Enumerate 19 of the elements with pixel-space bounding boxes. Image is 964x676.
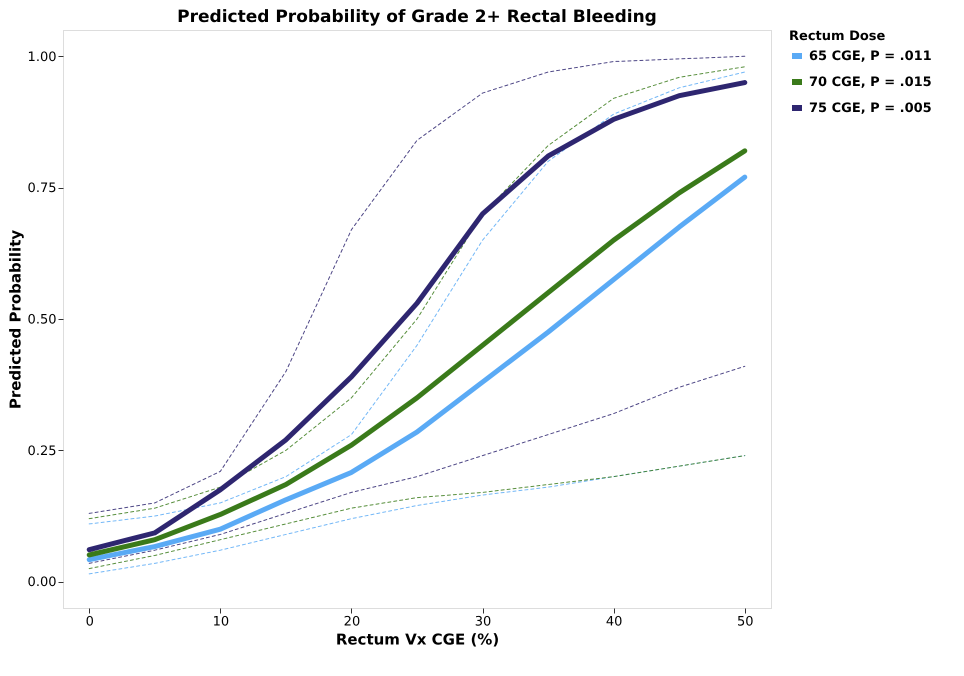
x-tick-label: 30: [474, 614, 492, 630]
y-tick-label: 0.25: [28, 444, 56, 459]
line-series: [88, 366, 746, 564]
x-tick-label: 20: [344, 614, 360, 630]
legend-label: 70 CGE, P = .015: [809, 75, 932, 90]
x-axis-title: Rectum Vx CGE (%): [336, 630, 500, 648]
legend-label: 75 CGE, P = .005: [809, 101, 932, 116]
y-tick-label: 0.75: [28, 181, 56, 196]
chart-title: Predicted Probability of Grade 2+ Rectal Bleeding: [177, 7, 657, 27]
y-tick-label: 0.50: [28, 312, 56, 328]
x-tick-label: 40: [606, 614, 622, 630]
y-axis-title: Predicted Probability: [6, 230, 25, 410]
x-tick-label: 50: [737, 614, 754, 630]
legend-label: 65 CGE, P = .011: [809, 49, 932, 64]
legend-title: Rectum Dose: [789, 29, 886, 44]
x-tick-label: 0: [86, 614, 94, 630]
y-tick-label: 1.00: [28, 50, 56, 65]
x-tick-label: 10: [212, 614, 230, 630]
y-tick-label: 0.00: [28, 575, 56, 590]
